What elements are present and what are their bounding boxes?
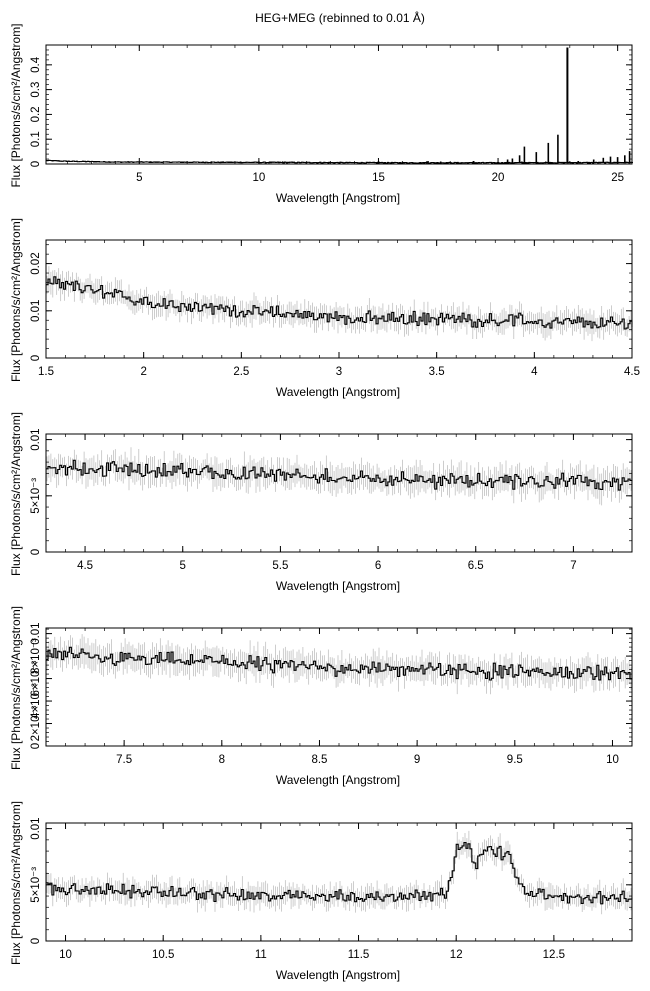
x-tick-label: 4.5: [77, 560, 93, 572]
x-tick-label: 25: [611, 172, 624, 184]
spectrum-line: [46, 459, 633, 491]
x-tick-label: 4: [531, 366, 538, 378]
x-tick-label: 12: [450, 949, 463, 961]
plot-frame: [45, 239, 633, 359]
x-tick-label: 9.5: [507, 754, 523, 766]
x-tick-label: 3: [336, 366, 342, 378]
x-axis-label: Wavelength [Angstrom]: [276, 579, 400, 593]
panel-3: 4.5 5 5.5 6 6.5 7 0 5×10⁻³ 0.01 Wavelength [Angst…: [9, 412, 633, 593]
y-axis-label: Flux [Photons/s/cm²/Angstrom]: [9, 412, 23, 576]
x-axis-label: Wavelength [Angstrom]: [276, 773, 400, 787]
x-tick-label: 7.5: [116, 754, 132, 766]
error-bars: [46, 830, 633, 915]
y-axis-label: Flux [Photons/s/cm²/Angstrom]: [9, 218, 23, 382]
y-tick-label: 0.02: [30, 252, 42, 274]
x-tick-label: 8: [219, 754, 225, 766]
plot-frame: [45, 433, 633, 553]
panel-2: 1.5 2 2.5 3 3.5 4 4.5 0 0.01 0.02 Wavelength [Angs…: [9, 218, 640, 399]
figure-title: HEG+MEG (rebinned to 0.01 Å): [255, 10, 425, 25]
y-tick-label: 5×10⁻³: [30, 867, 42, 903]
plot-frame: [45, 44, 633, 165]
x-tick-label: 20: [492, 172, 505, 184]
x-tick-label: 11: [255, 949, 267, 961]
y-tick-label: 0.01: [30, 622, 42, 644]
x-tick-label: 5: [136, 172, 142, 184]
y-tick-label: 0: [30, 938, 42, 944]
x-tick-label: 10: [59, 949, 72, 961]
panel-1: 5 10 15 20 25 0 0.1 0.2 0.3 0.4 Wavelength [Angstr…: [9, 23, 633, 205]
x-tick-label: 10: [606, 754, 619, 766]
spectrum-line: [46, 276, 633, 330]
x-axis-label: Wavelength [Angstrom]: [276, 385, 400, 399]
spectrum-data: [46, 266, 633, 342]
x-tick-label: 11.5: [348, 949, 370, 961]
error-bars: [46, 266, 633, 342]
y-tick-label: 2×10⁻³: [30, 705, 42, 741]
y-tick-label: 4×10⁻³: [30, 683, 42, 719]
y-axis-label: Flux [Photons/s/cm²/Angstrom]: [9, 801, 23, 965]
x-tick-label: 10.5: [152, 949, 174, 961]
y-axis-label: Flux [Photons/s/cm²/Angstrom]: [9, 606, 23, 770]
x-tick-label: 1.5: [38, 366, 54, 378]
x-tick-label: 6.5: [468, 560, 484, 572]
x-tick-label: 2.5: [233, 366, 249, 378]
x-tick-label: 7: [570, 560, 576, 572]
x-tick-label: 6: [375, 560, 381, 572]
spectrum-data: [46, 447, 633, 506]
x-tick-label: 5: [180, 560, 186, 572]
spectrum-data: [46, 47, 633, 164]
x-tick-label: 10: [252, 172, 265, 184]
x-tick-label: 5.5: [272, 560, 288, 572]
spectrum-data: [46, 634, 633, 695]
x-tick-label: 3.5: [429, 366, 445, 378]
x-tick-label: 4.5: [624, 366, 640, 378]
x-axis-label: Wavelength [Angstrom]: [276, 968, 400, 982]
y-tick-label: 0.01: [30, 428, 42, 450]
x-axis-label: Wavelength [Angstrom]: [276, 191, 400, 205]
x-tick-label: 9: [414, 754, 420, 766]
y-tick-label: 0: [30, 355, 42, 361]
x-tick-label: 15: [372, 172, 385, 184]
y-tick-label: 0.1: [30, 131, 42, 147]
panel-5: 10 10.5 11 11.5 12 12.5 0 5×10⁻³ 0.01 Wavelength …: [9, 801, 633, 982]
x-tick-label: 12.5: [543, 949, 565, 961]
y-tick-label: 0.01: [30, 817, 42, 839]
error-bars: [46, 447, 633, 506]
y-tick-label: 0.01: [30, 300, 42, 322]
y-tick-label: 0: [30, 549, 42, 555]
y-tick-label: 8×10⁻³: [30, 638, 42, 674]
y-tick-label: 0.2: [30, 106, 42, 122]
spectrum-data: [46, 830, 633, 915]
plot-frame: [45, 822, 633, 942]
spectrum-line: [46, 159, 633, 164]
x-tick-label: 2: [140, 366, 146, 378]
plot-frame: [45, 627, 633, 747]
y-tick-label: 0.3: [30, 82, 42, 98]
y-tick-label: 0: [30, 161, 42, 167]
error-bars: [46, 634, 633, 695]
spectrum-line: [46, 646, 633, 681]
x-tick-label: 8.5: [311, 754, 327, 766]
spectrum-line: [46, 841, 633, 905]
y-tick-label: 5×10⁻³: [30, 478, 42, 514]
y-axis-label: Flux [Photons/s/cm²/Angstrom]: [9, 23, 23, 187]
y-tick-label: 0.4: [30, 56, 42, 73]
panel-4: 7.5 8 8.5 9 9.5 10 0 2×10⁻³4×10⁻³6×10⁻³8×10⁻³0.…: [9, 606, 633, 787]
y-tick-label: 6×10⁻³: [30, 661, 42, 697]
y-tick-label: 0: [30, 743, 42, 749]
